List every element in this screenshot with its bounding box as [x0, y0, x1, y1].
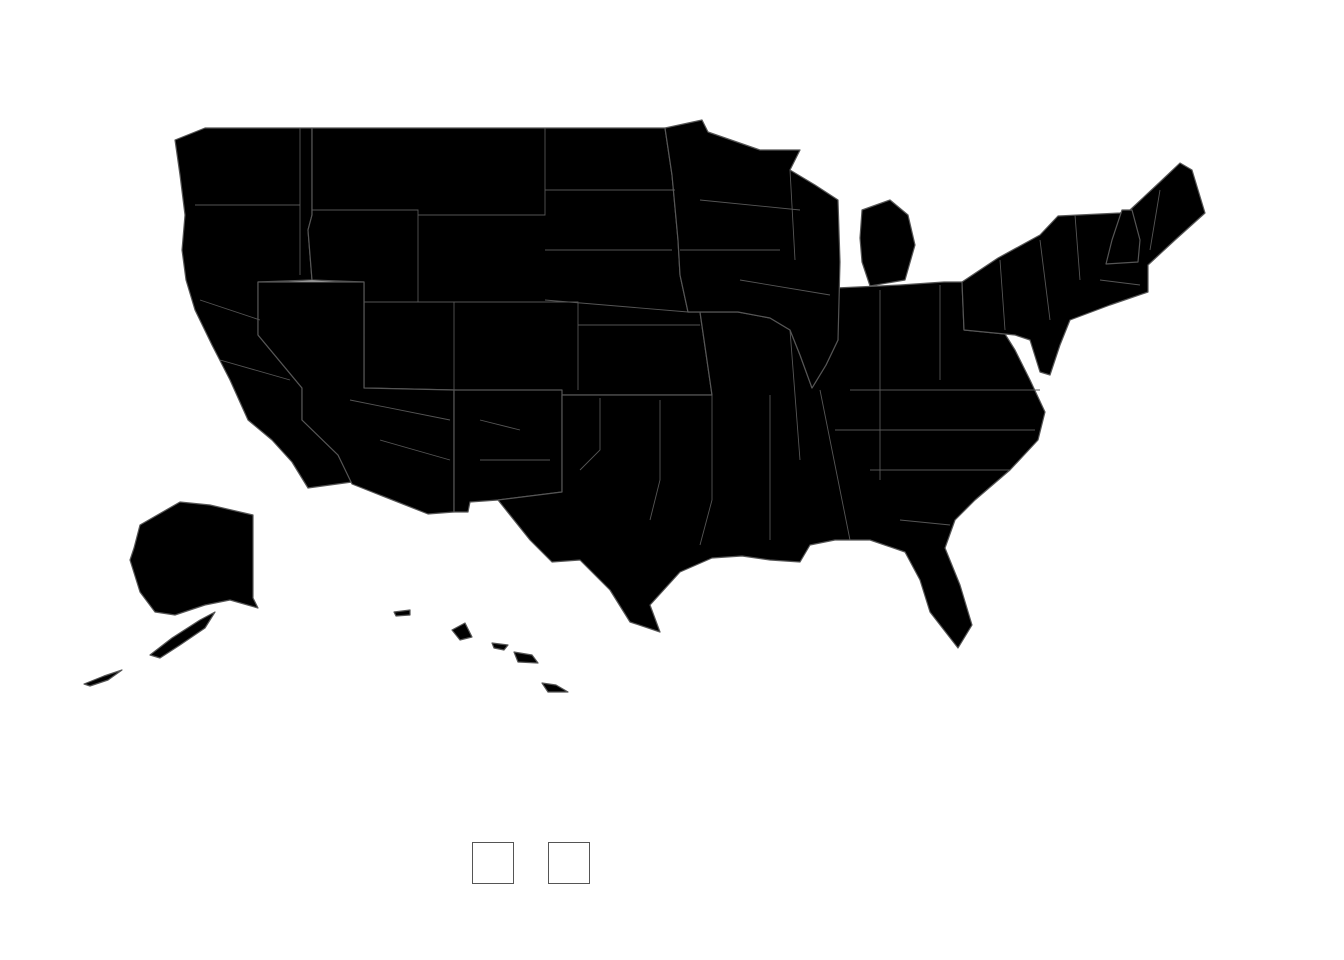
region-great-basin-southwest — [257, 281, 455, 515]
region-hawaii-1 — [393, 609, 411, 617]
region-northern-rockies-plains — [307, 127, 713, 396]
internal-borders — [195, 128, 1161, 546]
state-regions — [83, 119, 1206, 693]
legend-key-democrat — [472, 842, 514, 884]
legend-key-republican — [548, 842, 590, 884]
legend — [456, 840, 624, 886]
region-alaska — [129, 501, 259, 616]
region-alaska-aleutians — [83, 669, 123, 687]
region-new-hampshire — [1105, 209, 1141, 265]
region-hawaii-big-island — [541, 682, 569, 693]
region-northeast — [961, 162, 1206, 376]
region-hawaii-3 — [491, 642, 509, 651]
region-hawaii-2 — [451, 622, 473, 641]
region-alaska-panhandle — [149, 611, 216, 659]
region-hawaii-4 — [513, 651, 539, 664]
region-upper-midwest — [664, 119, 841, 389]
region-upper-midwest-michigan — [859, 199, 916, 287]
